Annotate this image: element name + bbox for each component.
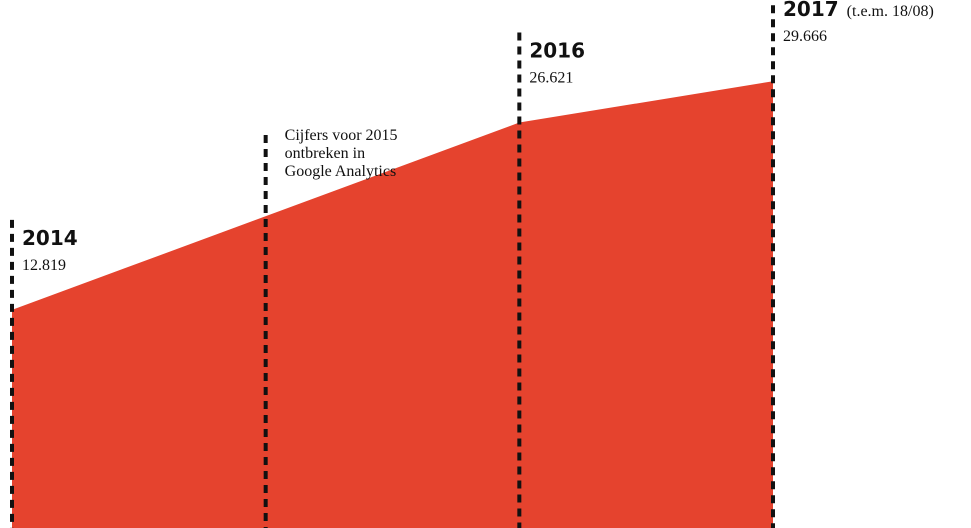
area [12,81,773,528]
annotation: (t.e.m. 18/08) [847,3,934,20]
annotation: Cijfers voor 2015 [285,127,398,144]
year-label: 2017 [783,0,839,21]
annotation: Google Analytics [285,163,397,180]
value-label: 29.666 [783,28,827,45]
year-label: 2014 [22,226,78,250]
year-label: 2016 [529,39,585,63]
value-label: 26.621 [529,70,573,87]
annotation: ontbreken in [285,145,365,162]
value-label: 12.819 [22,257,66,274]
